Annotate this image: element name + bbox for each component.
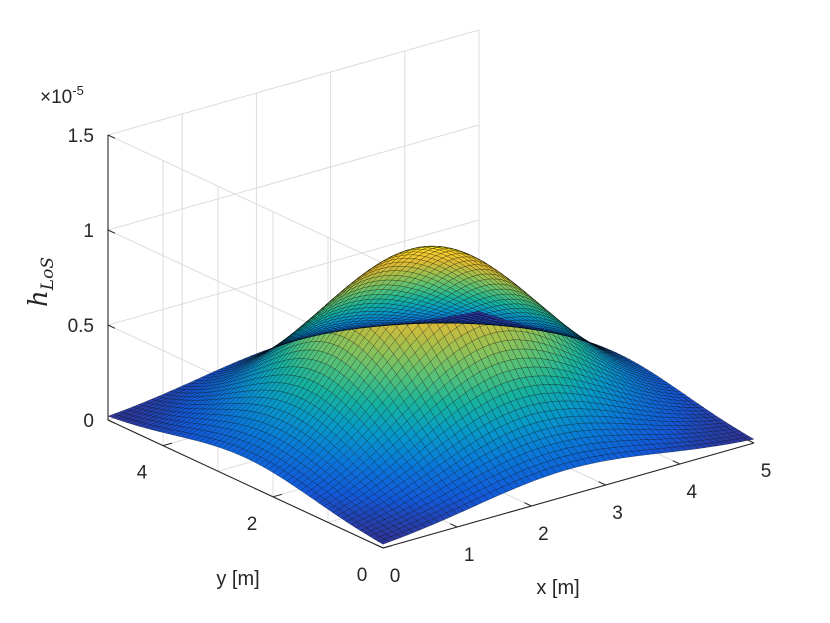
y-tick-mark xyxy=(162,442,173,447)
x-tick-mark xyxy=(672,460,681,465)
axes xyxy=(107,134,755,549)
x-tick-mark xyxy=(449,523,458,528)
y-axis-line xyxy=(107,419,384,549)
y-tick-label: 4 xyxy=(137,463,148,484)
z-exponent-label: ×10-5 xyxy=(40,83,84,108)
x-tick-label: 2 xyxy=(538,524,549,545)
x-tick-label: 5 xyxy=(761,461,772,482)
surface-mesh xyxy=(107,245,755,545)
z-tick-label: 1.5 xyxy=(68,126,94,147)
x-tick-label: 0 xyxy=(390,566,401,587)
z-axis-label-sub: LoS xyxy=(38,257,58,291)
y-tick-mark xyxy=(382,545,393,549)
x-axis-label: x [m] xyxy=(536,577,579,599)
z-tick-mark xyxy=(107,419,116,424)
z-tick-label: 1 xyxy=(83,221,94,242)
y-tick-mark xyxy=(272,493,283,498)
y-axis-label: y [m] xyxy=(216,568,259,590)
z-exponent-base: ×10 xyxy=(40,87,72,108)
grid-line-z xyxy=(106,29,480,264)
z-tick-label: 0 xyxy=(83,411,94,432)
y-tick-label: 0 xyxy=(357,565,368,586)
x-tick-label: 3 xyxy=(612,503,623,524)
surface-cell xyxy=(107,413,120,419)
x-axis-line xyxy=(382,442,755,549)
z-axis-label-main: h xyxy=(24,290,54,307)
z-tick-mark xyxy=(107,324,116,329)
y-tick-label: 2 xyxy=(247,514,258,535)
z-tick-mark xyxy=(107,134,116,139)
x-tick-mark xyxy=(746,439,755,444)
x-tick-mark xyxy=(598,481,606,486)
x-tick-label: 1 xyxy=(464,545,475,566)
z-tick-mark xyxy=(107,229,116,234)
tick-labels: 0 1 2 3 4 5 0 2 4 0 0.5 1 1.5 xyxy=(68,126,772,587)
z-tick-label: 0.5 xyxy=(68,316,94,337)
svg-text:hLoS: hLoS xyxy=(24,257,58,307)
x-tick-label: 4 xyxy=(687,482,698,503)
x-tick-mark xyxy=(375,544,384,549)
z-exponent-power: -5 xyxy=(72,83,84,98)
x-tick-mark xyxy=(524,502,532,507)
z-axis-label: hLoS xyxy=(24,257,58,307)
